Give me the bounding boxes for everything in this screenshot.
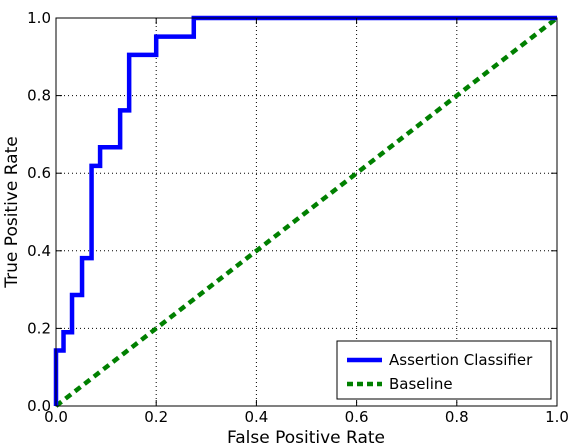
series-layer [53, 15, 559, 408]
y-tick-label: 0.2 [27, 319, 51, 337]
legend-label-baseline: Baseline [389, 375, 453, 393]
y-tick-label: 0.4 [27, 242, 51, 260]
x-tick-label: 0.6 [345, 408, 369, 426]
y-tick-label: 0.8 [27, 87, 51, 105]
y-tick-label: 1.0 [27, 9, 51, 27]
x-tick-label: 0.4 [244, 408, 268, 426]
y-axis-label: True Positive Rate [2, 136, 22, 288]
legend: Assertion Classifier Baseline [336, 340, 552, 400]
series-line-assertion-classifier [53, 15, 557, 406]
legend-box [336, 340, 552, 400]
y-tick-label: 0.6 [27, 164, 51, 182]
x-tick-label: 0.2 [144, 408, 168, 426]
y-tick-label: 0.0 [27, 397, 51, 415]
x-tick-label: 0.8 [445, 408, 469, 426]
plot-frame [55, 17, 558, 407]
series-line-baseline [54, 16, 559, 408]
legend-label-assertion-classifier: Assertion Classifier [389, 351, 533, 369]
x-axis-label: False Positive Rate [227, 428, 385, 448]
grid-lines [56, 18, 557, 406]
x-tick-label: 1.0 [545, 408, 569, 426]
axis-ticks: 0.0 0.2 0.4 0.6 0.8 1.0 0.0 0.2 0.4 0.6 0.8 1.0 [27, 9, 569, 426]
x-tick-label: 0.0 [44, 408, 68, 426]
